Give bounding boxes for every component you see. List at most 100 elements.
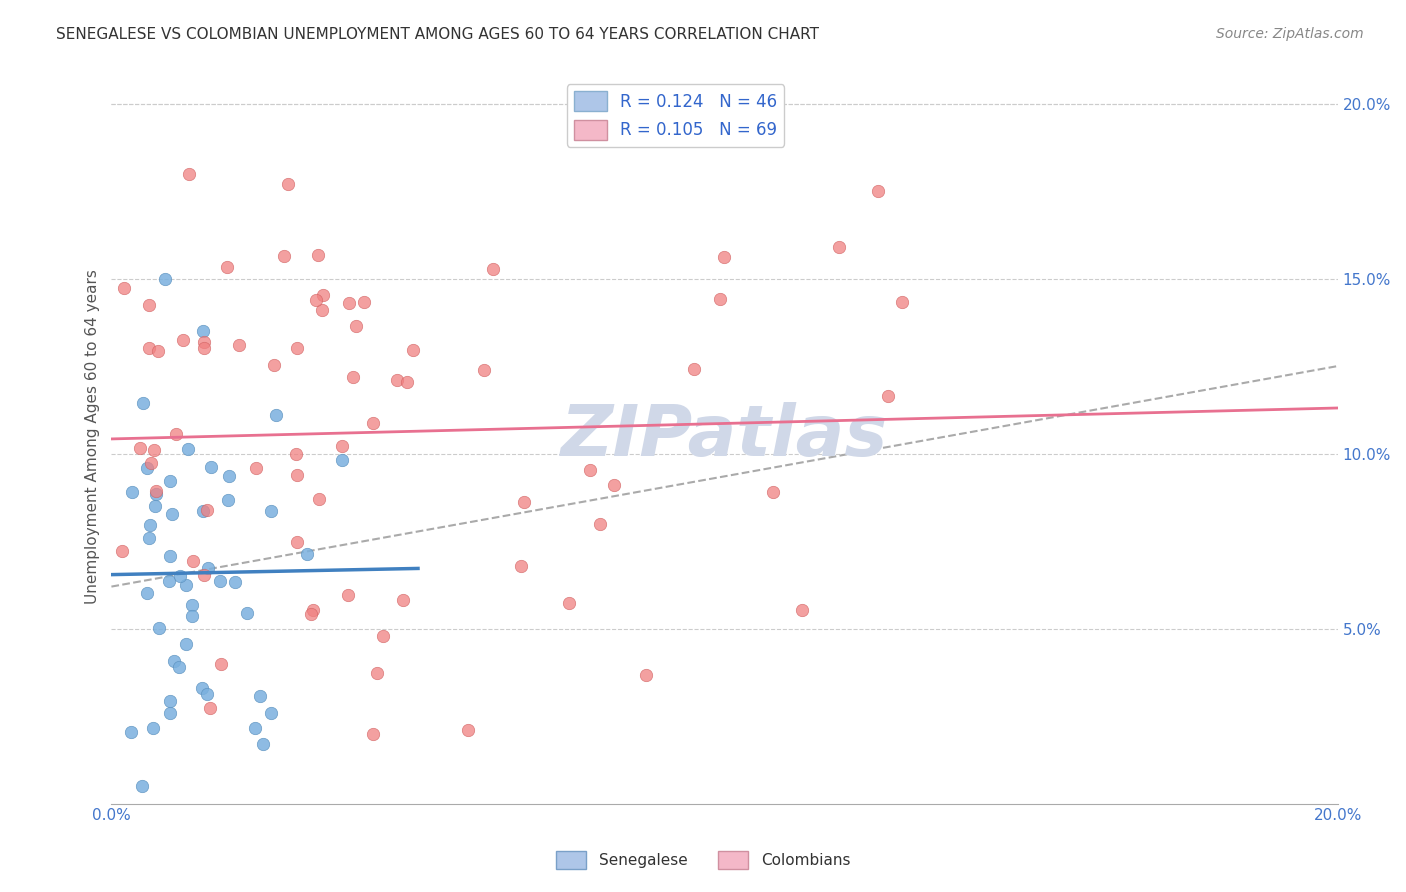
Point	[209, 657, 232, 671]
Point	[392, 593, 415, 607]
Point	[260, 504, 283, 518]
Point	[112, 281, 135, 295]
Point	[337, 295, 360, 310]
Point	[866, 184, 889, 198]
Point	[713, 250, 735, 264]
Point	[111, 543, 134, 558]
Point	[148, 621, 170, 635]
Point	[159, 549, 181, 564]
Point	[295, 547, 318, 561]
Point	[132, 396, 155, 410]
Point	[191, 681, 214, 696]
Legend: R = 0.124   N = 46, R = 0.105   N = 69: R = 0.124 N = 46, R = 0.105 N = 69	[567, 84, 785, 146]
Point	[285, 342, 308, 356]
Point	[285, 447, 308, 461]
Point	[160, 507, 183, 521]
Point	[177, 442, 200, 456]
Point	[877, 389, 900, 403]
Point	[174, 578, 197, 592]
Point	[197, 560, 219, 574]
Point	[145, 483, 167, 498]
Point	[174, 637, 197, 651]
Point	[332, 453, 354, 467]
Point	[146, 343, 169, 358]
Point	[402, 343, 425, 357]
Point	[165, 426, 187, 441]
Point	[366, 665, 388, 680]
Point	[142, 721, 165, 735]
Point	[891, 294, 914, 309]
Point	[273, 249, 295, 263]
Point	[285, 534, 308, 549]
Point	[218, 468, 240, 483]
Point	[193, 324, 215, 338]
Point	[305, 293, 328, 307]
Point	[361, 416, 384, 430]
Point	[579, 463, 602, 477]
Point	[131, 779, 153, 793]
Point	[260, 706, 283, 720]
Point	[136, 461, 159, 475]
Point	[159, 475, 181, 489]
Point	[342, 370, 364, 384]
Point	[143, 442, 166, 457]
Point	[249, 689, 271, 703]
Point	[603, 477, 626, 491]
Point	[136, 586, 159, 600]
Point	[762, 485, 785, 500]
Point	[482, 262, 505, 277]
Point	[683, 361, 706, 376]
Point	[513, 495, 536, 509]
Point	[167, 660, 190, 674]
Point	[159, 706, 181, 720]
Point	[307, 247, 329, 261]
Point	[138, 518, 160, 533]
Legend: Senegalese, Colombians: Senegalese, Colombians	[550, 845, 856, 875]
Point	[353, 295, 375, 310]
Point	[138, 342, 160, 356]
Point	[266, 408, 288, 422]
Point	[509, 559, 531, 574]
Point	[709, 292, 731, 306]
Point	[236, 606, 259, 620]
Point	[308, 491, 330, 506]
Text: SENEGALESE VS COLOMBIAN UNEMPLOYMENT AMONG AGES 60 TO 64 YEARS CORRELATION CHART: SENEGALESE VS COLOMBIAN UNEMPLOYMENT AMO…	[56, 27, 820, 42]
Point	[193, 334, 215, 349]
Point	[120, 724, 142, 739]
Point	[121, 485, 143, 500]
Point	[336, 588, 359, 602]
Point	[311, 302, 333, 317]
Point	[181, 554, 204, 568]
Point	[169, 569, 191, 583]
Point	[557, 596, 579, 610]
Point	[828, 240, 851, 254]
Point	[193, 568, 215, 582]
Point	[330, 439, 353, 453]
Point	[208, 574, 231, 588]
Point	[299, 607, 322, 621]
Point	[217, 260, 239, 274]
Point	[252, 737, 274, 751]
Point	[195, 687, 218, 701]
Point	[139, 456, 162, 470]
Point	[302, 603, 325, 617]
Point	[344, 319, 367, 334]
Point	[157, 574, 180, 588]
Point	[128, 441, 150, 455]
Point	[159, 694, 181, 708]
Point	[312, 288, 335, 302]
Point	[193, 341, 215, 355]
Point	[243, 721, 266, 735]
Point	[634, 668, 657, 682]
Point	[385, 373, 408, 387]
Point	[143, 499, 166, 513]
Point	[145, 487, 167, 501]
Text: ZIPatlas: ZIPatlas	[561, 401, 889, 471]
Point	[172, 334, 194, 348]
Point	[200, 701, 222, 715]
Point	[138, 531, 160, 545]
Point	[228, 338, 250, 352]
Point	[792, 603, 814, 617]
Point	[277, 177, 299, 191]
Point	[472, 363, 495, 377]
